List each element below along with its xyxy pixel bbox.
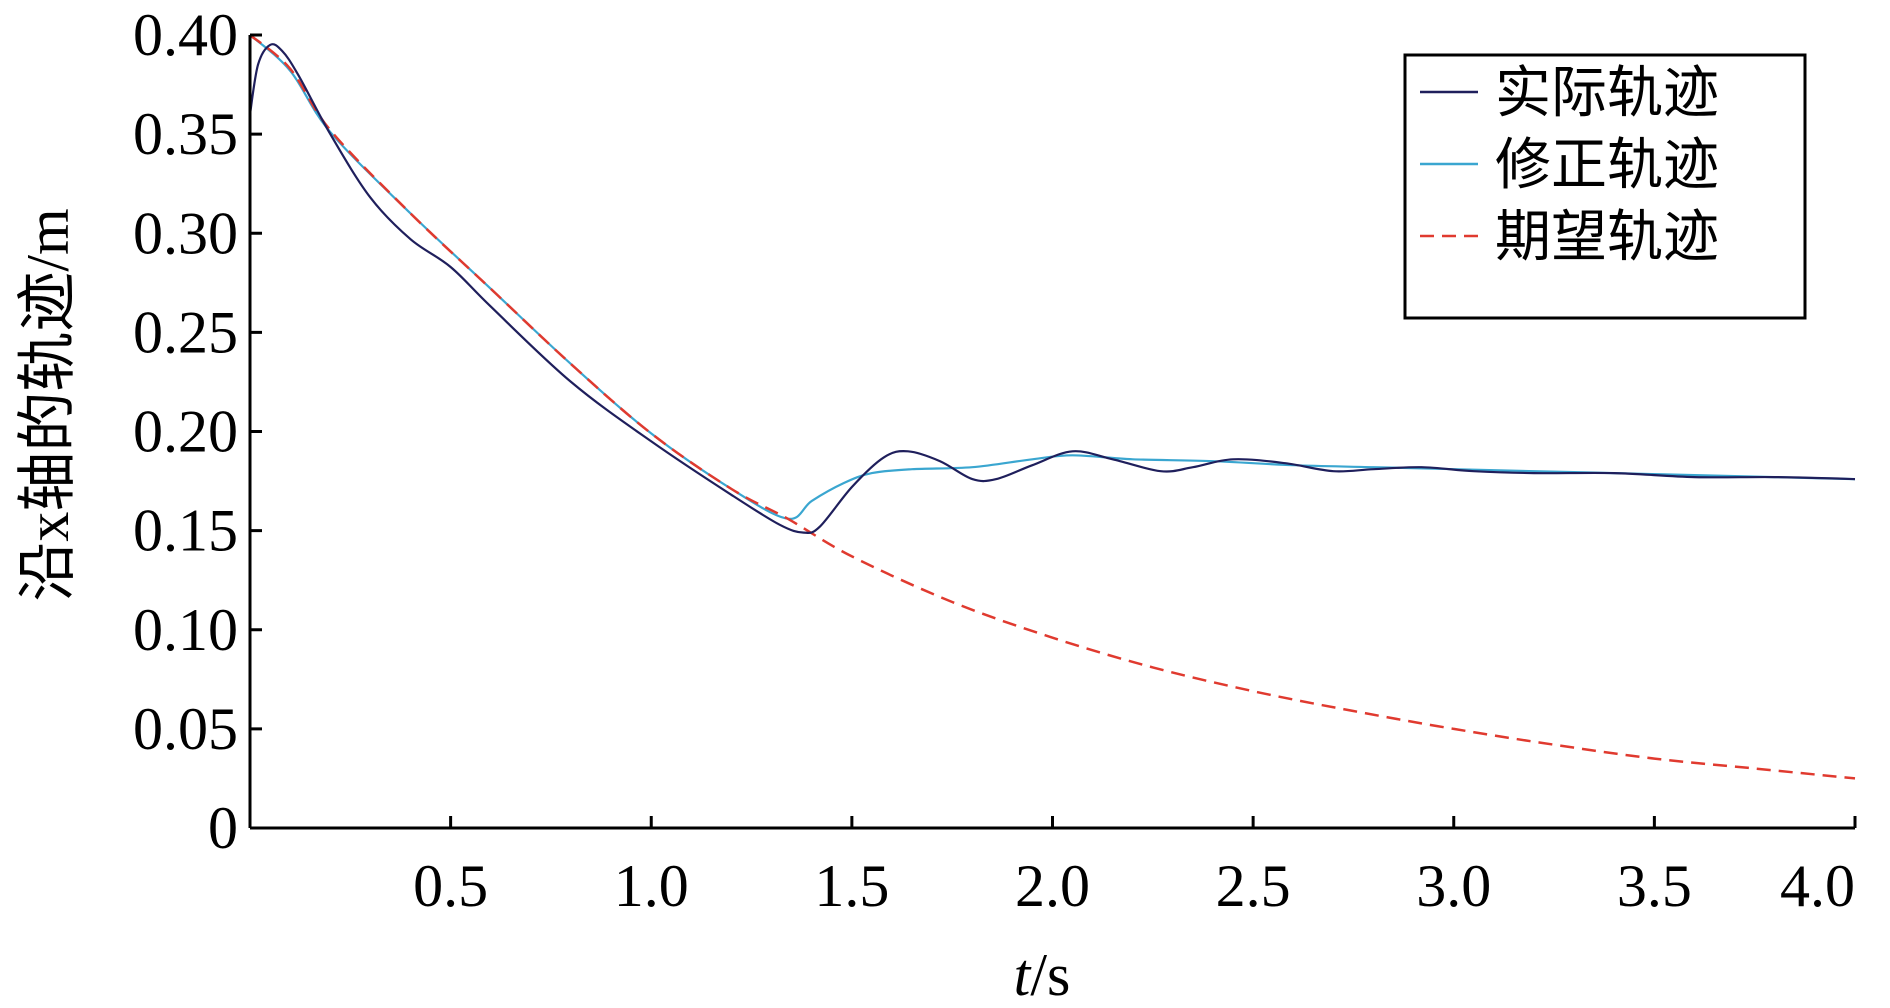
legend-box xyxy=(1403,53,1807,320)
legend-entry-actual-label: 实际轨迹 xyxy=(1495,63,1719,125)
x-tick-label: 2.5 xyxy=(1216,853,1291,919)
y-tick-label: 0 xyxy=(208,795,238,861)
y-tick-label: 0.40 xyxy=(133,2,238,68)
series-line-corrected xyxy=(249,34,1856,520)
legend-entry-corrected-label: 修正轨迹 xyxy=(1495,135,1719,197)
x-tick-label: 2.0 xyxy=(1015,853,1090,919)
x-tick-label: 0.5 xyxy=(413,853,488,919)
y-tick-label: 0.15 xyxy=(133,498,238,564)
y-tick-label: 0.10 xyxy=(133,597,238,663)
series-line-desired xyxy=(249,34,1856,780)
x-tick-label: 1.5 xyxy=(814,853,889,919)
y-tick-label: 0.25 xyxy=(133,299,238,365)
y-tick-label: 0.30 xyxy=(133,200,238,266)
x-tick-label: 4.0 xyxy=(1780,853,1855,919)
series-line-actual xyxy=(248,43,1856,534)
y-tick-label: 0.20 xyxy=(133,399,238,465)
y-tick-label: 0.35 xyxy=(133,101,238,167)
x-tick-label: 1.0 xyxy=(614,853,689,919)
y-axis-label: 沿x轴的轨迹/m xyxy=(15,208,81,601)
x-tick-label: 3.5 xyxy=(1617,853,1692,919)
y-ticks: 0 0.05 0.10 0.15 0.20 0.25 0.30 0.35 0.40 xyxy=(133,2,262,861)
series-lines xyxy=(248,34,1856,780)
x-axis-label: t/s xyxy=(1014,942,1071,1008)
x-ticks: 0.5 1.0 1.5 2.0 2.5 3.0 3.5 4.0 xyxy=(413,816,1857,919)
legend-entry-desired-label: 期望轨迹 xyxy=(1495,207,1719,269)
x-tick-label: 3.0 xyxy=(1416,853,1491,919)
y-tick-label: 0.05 xyxy=(133,696,238,762)
